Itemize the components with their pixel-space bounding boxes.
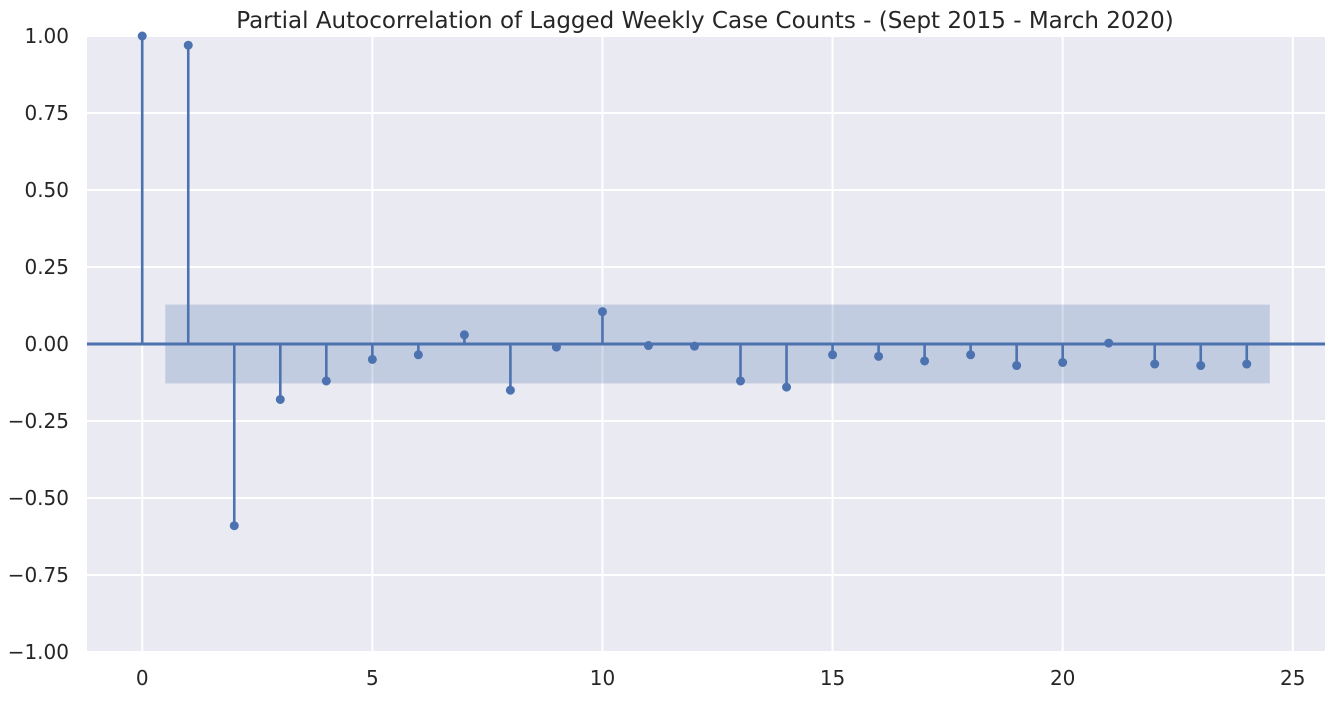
y-tick-label: 1.00 [24, 24, 69, 48]
x-tick-label: 15 [820, 666, 845, 690]
y-tick-label: −0.75 [8, 563, 69, 587]
y-axis-ticks: 1.00 0.75 0.50 0.25 0.00 −0.25 −0.50 −0.75 −1.00 [8, 24, 69, 664]
y-tick-label: 0.75 [24, 101, 69, 125]
y-tick-label: −0.50 [8, 486, 69, 510]
stem-marker-lag-20 [1058, 357, 1068, 367]
y-tick-label: −1.00 [8, 640, 69, 664]
stem-marker-lag-21 [1104, 338, 1114, 348]
stem-marker-lag-16 [874, 351, 884, 361]
y-tick-label: 0.00 [24, 332, 69, 356]
stem-marker-lag-23 [1196, 361, 1206, 371]
x-tick-label: 20 [1050, 666, 1075, 690]
stem-marker-lag-2 [229, 521, 239, 531]
stem-marker-lag-8 [505, 385, 515, 395]
stem-marker-lag-15 [828, 350, 838, 360]
x-tick-label: 5 [366, 666, 379, 690]
chart-title: Partial Autocorrelation of Lagged Weekly… [236, 8, 1174, 34]
stem-marker-lag-7 [459, 330, 469, 340]
stem-marker-lag-13 [736, 376, 746, 386]
stem-marker-lag-6 [413, 350, 423, 360]
stem-marker-lag-3 [275, 394, 285, 404]
stem-marker-lag-0 [137, 31, 147, 41]
x-tick-label: 10 [590, 666, 615, 690]
x-axis-ticks: 0 5 10 15 20 25 [136, 666, 1306, 690]
stem-marker-lag-12 [689, 341, 699, 351]
stem-marker-lag-18 [966, 350, 976, 360]
stem-marker-lag-5 [367, 354, 377, 364]
y-tick-label: −0.25 [8, 409, 69, 433]
stem-marker-lag-17 [920, 356, 930, 366]
stem-marker-lag-19 [1012, 361, 1022, 371]
y-tick-label: 0.25 [24, 255, 69, 279]
stem-marker-lag-24 [1242, 359, 1252, 369]
x-tick-label: 0 [136, 666, 149, 690]
stem-marker-lag-22 [1150, 359, 1160, 369]
stem-marker-lag-11 [643, 341, 653, 351]
y-tick-label: 0.50 [24, 178, 69, 202]
stem-marker-lag-9 [551, 342, 561, 352]
stem-marker-lag-14 [782, 382, 792, 392]
marker-layer [137, 31, 1252, 531]
x-tick-label: 25 [1280, 666, 1305, 690]
stem-marker-lag-1 [183, 40, 193, 50]
stem-marker-lag-10 [597, 307, 607, 317]
stem-marker-lag-4 [321, 376, 331, 386]
